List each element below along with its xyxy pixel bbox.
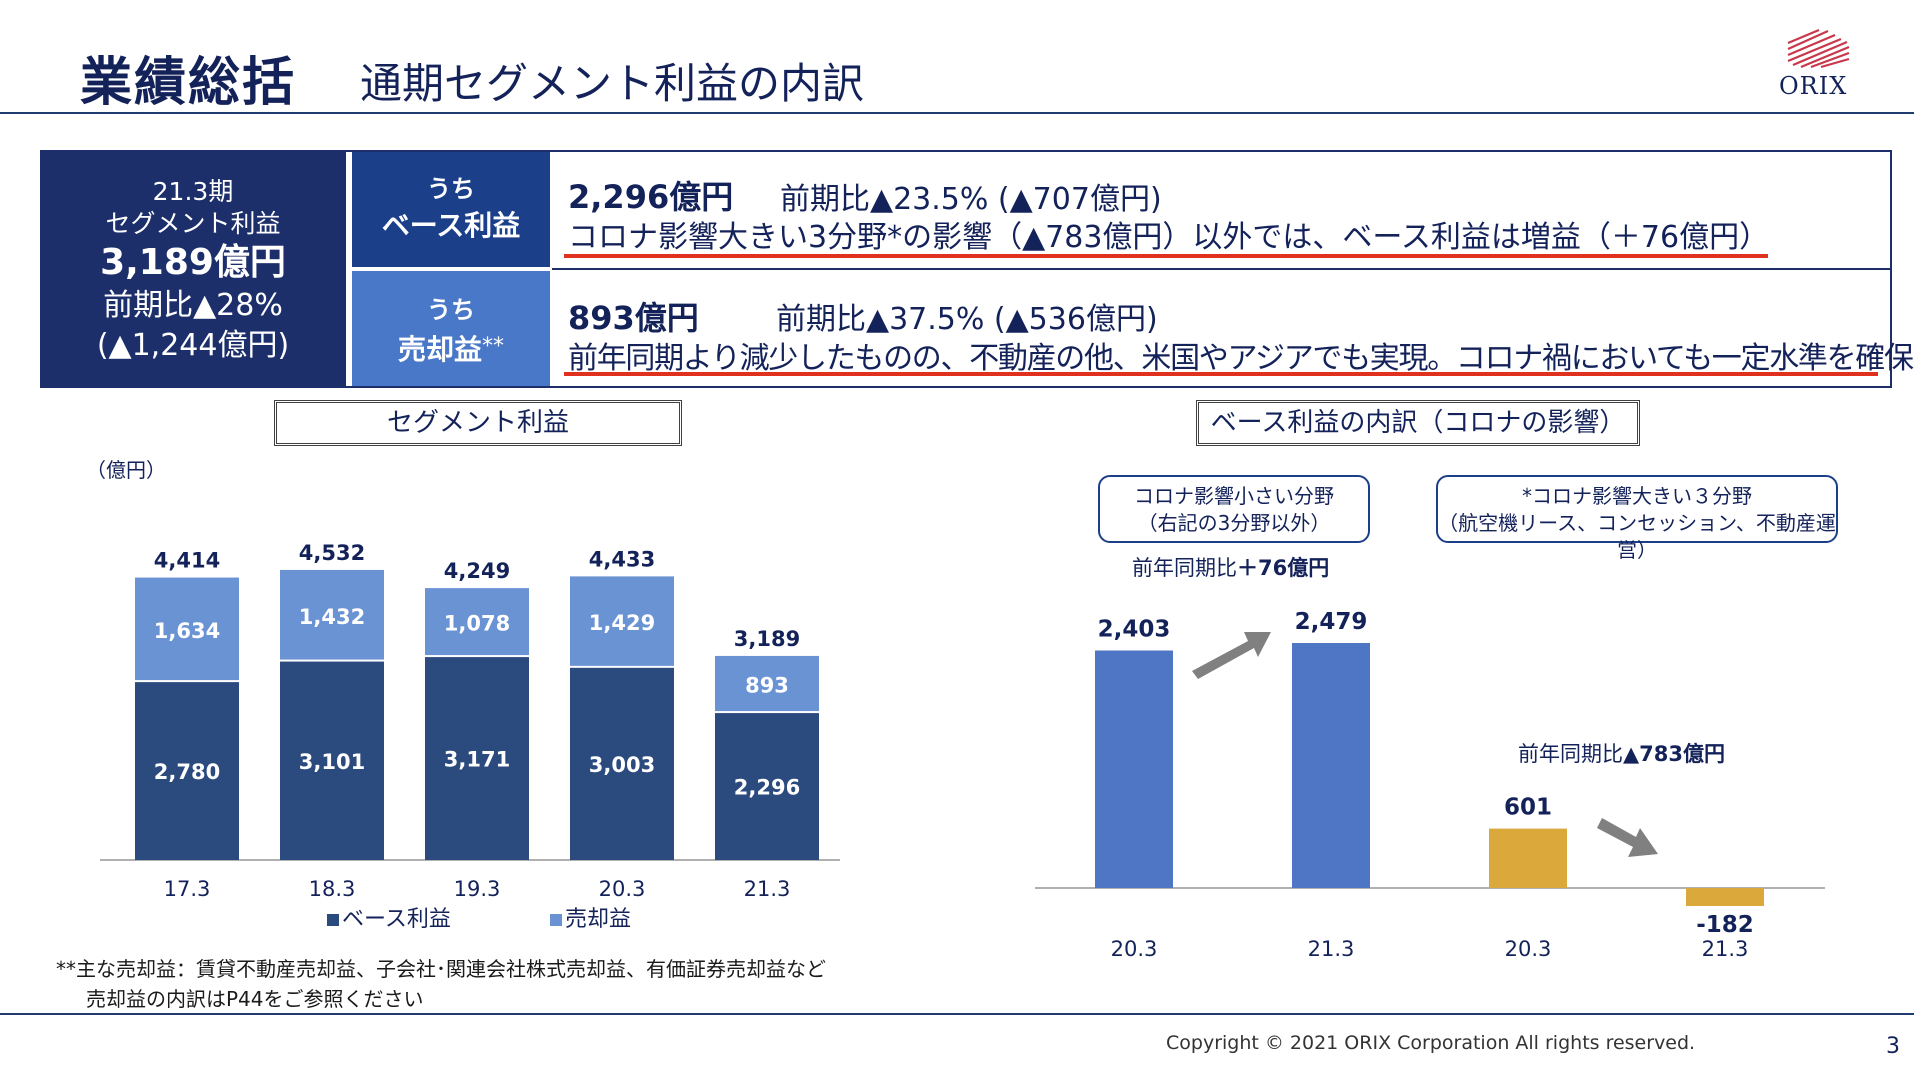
total-value-label: 4,433 <box>589 547 655 571</box>
bar-base-19.3 <box>425 657 529 860</box>
pill2-line1: *コロナ影響大きい３分野 <box>1522 484 1752 508</box>
summary-frame <box>40 150 1892 388</box>
bar-base-17.3 <box>135 682 239 860</box>
sale-label-box: 売却益** <box>352 327 550 370</box>
sale-value-label: 1,634 <box>154 619 220 643</box>
bar-sale-20.3 <box>570 576 674 666</box>
x-tick-label: 18.3 <box>309 877 356 901</box>
x-tick-label: 19.3 <box>454 877 501 901</box>
bar-base-20.3 <box>570 667 674 860</box>
sale-value-label: 893 <box>745 674 789 698</box>
sale-profit-label: うち 売却益** <box>352 271 550 388</box>
footer-rule <box>0 1013 1914 1015</box>
bar-3 <box>1686 888 1764 906</box>
left-chart-unit: （億円） <box>86 458 166 482</box>
summary-total: 3,189億円 <box>100 242 286 283</box>
bar-1 <box>1292 643 1370 888</box>
x-tick-label: 21.3 <box>1308 937 1355 961</box>
sale-amount: 893億円 <box>568 299 699 337</box>
sale-label-text: 売却益 <box>397 333 482 366</box>
high-impact-pill: *コロナ影響大きい３分野 （航空機リース、コンセッション、不動産運営） <box>1436 475 1838 562</box>
base-label-text: ベース利益 <box>381 209 521 242</box>
value-label: -182 <box>1696 912 1754 938</box>
page-subtitle: 通期セグメント利益の内訳 <box>360 59 865 108</box>
legend-label-sale: 売却益 <box>565 907 631 932</box>
bar-sale-19.3 <box>425 588 529 656</box>
summary-total-panel: 21.3期 セグメント利益 3,189億円 前期比▲28% (▲1,244億円) <box>40 150 346 388</box>
total-value-label: 4,414 <box>154 549 220 573</box>
low-impact-yoy-note: 前年同期比＋76億円 <box>1132 552 1329 582</box>
base-compare: 前期比▲23.5% (▲707億円) <box>780 182 1162 217</box>
summary-yoy-amount: (▲1,244億円) <box>96 328 290 363</box>
total-value-label: 4,532 <box>299 541 365 565</box>
note2-value: ▲783億円 <box>1623 742 1725 766</box>
summary-segment-label: セグメント利益 <box>105 209 281 238</box>
summary-yoy: 前期比▲28% <box>103 288 283 323</box>
base-amount: 2,296億円 <box>568 178 734 216</box>
logo-text: ORIX <box>1779 72 1848 100</box>
bar-base-21.3 <box>715 713 819 860</box>
summary-period: 21.3期 <box>152 177 234 206</box>
x-tick-label: 17.3 <box>164 877 211 901</box>
footnote-line2: 売却益の内訳はP44をご参照ください <box>86 987 424 1011</box>
x-tick-label: 20.3 <box>1505 937 1552 961</box>
bar-0 <box>1095 650 1173 888</box>
bar-2 <box>1489 828 1567 888</box>
base-note-underline <box>564 254 1768 258</box>
value-label: 2,479 <box>1295 609 1368 635</box>
segment-profit-chart: 2,780 1,634 4,414 17.3 3,101 1,432 4,532 18.3 3,… <box>100 541 840 932</box>
sale-note-underline <box>564 372 1878 376</box>
sale-label-sup: ** <box>482 334 504 359</box>
value-label: 2,403 <box>1098 617 1171 643</box>
pill2-line2: （航空機リース、コンセッション、不動産運営） <box>1438 511 1836 562</box>
header-rule <box>0 112 1914 114</box>
total-value-label: 3,189 <box>734 627 800 651</box>
copyright: Copyright © 2021 ORIX Corporation All ri… <box>1166 1032 1696 1054</box>
sale-compare: 前期比▲37.5% (▲536億円) <box>776 302 1158 337</box>
legend-label-base: ベース利益 <box>342 907 451 932</box>
base-value-label: 2,780 <box>154 760 220 784</box>
bar-base-18.3 <box>280 661 384 860</box>
base-note: コロナ影響大きい3分野*の影響（▲783億円）以外では、ベース利益は増益（＋76… <box>568 220 1770 255</box>
down-arrow-icon <box>1597 818 1658 857</box>
left-section-title: セグメント利益 <box>274 400 682 446</box>
sale-value-label: 1,429 <box>589 611 655 635</box>
low-impact-pill: コロナ影響小さい分野 （右記の3分野以外） <box>1098 475 1370 543</box>
base-value-label: 3,003 <box>589 753 655 777</box>
value-label: 601 <box>1504 795 1552 821</box>
page-title: 業績総括 <box>80 53 297 113</box>
base-value-label: 3,101 <box>299 750 365 774</box>
page-number: 3 <box>1886 1034 1900 1059</box>
pill1-line1: コロナ影響小さい分野 <box>1134 484 1334 508</box>
x-tick-label: 20.3 <box>1111 937 1158 961</box>
base-value-label: 3,171 <box>444 748 510 772</box>
up-arrow-icon <box>1192 632 1271 679</box>
sale-label-prefix: うち <box>427 296 475 324</box>
sale-note: 前年同期より減少したものの、不動産の他、米国やアジアでも実現。コロナ禍においても… <box>568 341 1914 376</box>
sale-value-label: 1,432 <box>299 605 365 629</box>
note1-prefix: 前年同期比 <box>1132 556 1237 580</box>
total-value-label: 4,249 <box>444 559 510 583</box>
pill1-line2: （右記の3分野以外） <box>1137 511 1331 535</box>
summary-row-divider <box>552 268 1890 270</box>
base-label-prefix: うち <box>427 175 475 203</box>
legend-swatch-base <box>327 914 339 926</box>
base-value-label: 2,296 <box>734 776 800 800</box>
right-section-title: ベース利益の内訳（コロナの影響） <box>1196 400 1640 446</box>
x-tick-label: 21.3 <box>744 877 791 901</box>
orix-logo-icon <box>1787 28 1850 69</box>
bar-sale-21.3 <box>715 655 819 712</box>
sale-value-label: 1,078 <box>444 612 510 636</box>
x-tick-label: 21.3 <box>1702 937 1749 961</box>
bar-sale-18.3 <box>280 569 384 660</box>
x-tick-label: 20.3 <box>599 877 646 901</box>
note2-prefix: 前年同期比 <box>1518 742 1623 766</box>
note1-value: ＋76億円 <box>1237 556 1330 580</box>
bar-sale-17.3 <box>135 577 239 681</box>
high-impact-yoy-note: 前年同期比▲783億円 <box>1518 738 1725 768</box>
base-profit-label: うち ベース利益 <box>352 150 550 267</box>
footnote-line1: **主な売却益：賃貸不動産売却益、子会社･関連会社株式売却益、有価証券売却益など <box>56 957 826 981</box>
legend-swatch-sale <box>550 914 562 926</box>
